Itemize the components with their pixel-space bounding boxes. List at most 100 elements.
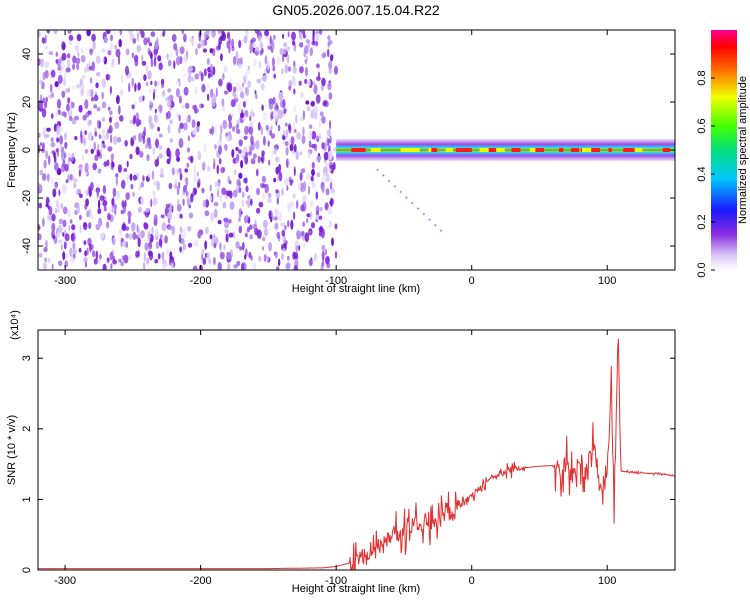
noise-speck — [179, 46, 185, 55]
noise-speck — [228, 232, 234, 238]
noise-speck — [274, 208, 279, 217]
noise-speck — [67, 30, 72, 34]
noise-speck — [207, 73, 211, 79]
noise-speck — [95, 82, 99, 89]
noise-speck — [301, 185, 305, 193]
noise-speck — [191, 38, 194, 47]
noise-speck — [308, 140, 312, 148]
noise-speck — [115, 173, 119, 178]
noise-speck — [284, 64, 289, 74]
noise-speck — [106, 73, 109, 81]
x-tick-label: -100 — [325, 575, 347, 587]
colorbar: 0.0 0.2 0.4 0.6 0.8 Normalized spectral ampl… — [696, 30, 749, 278]
noise-speck — [252, 153, 257, 159]
noise-speck — [106, 257, 110, 262]
noise-speck — [272, 34, 276, 41]
noise-speck — [93, 258, 98, 265]
noise-speck — [282, 98, 286, 109]
noise-speck — [254, 30, 259, 35]
noise-speck — [223, 244, 226, 251]
noise-speck — [99, 195, 105, 201]
noise-speck — [321, 77, 326, 87]
noise-speck — [112, 187, 117, 198]
noise-speck — [169, 138, 173, 143]
noise-speck — [213, 208, 218, 219]
noise-speck — [102, 263, 107, 270]
noise-speck — [91, 61, 96, 72]
signal-core — [431, 148, 438, 152]
noise-speck — [310, 175, 314, 182]
noise-speck — [302, 110, 306, 120]
noise-speck — [97, 150, 101, 157]
noise-speck — [83, 222, 87, 227]
noise-speck — [238, 208, 242, 218]
noise-speck — [55, 111, 59, 117]
noise-speck — [65, 88, 68, 94]
noise-speck — [136, 44, 141, 53]
noise-speck — [91, 33, 96, 42]
noise-speck — [255, 139, 260, 150]
noise-speck — [125, 192, 130, 201]
colorbar-ticks: 0.0 0.2 0.4 0.6 0.8 — [696, 70, 715, 278]
noise-speck — [213, 242, 217, 249]
noise-speck — [79, 193, 83, 198]
noise-speck — [293, 88, 296, 95]
noise-speck — [235, 50, 239, 60]
noise-speck — [307, 150, 312, 159]
noise-speck — [168, 182, 173, 190]
noise-speck — [287, 31, 290, 38]
noise-speck — [236, 178, 241, 187]
noise-speck — [199, 103, 201, 110]
noise-speck — [245, 151, 249, 158]
noise-speck — [53, 30, 58, 35]
noise-speck — [58, 260, 63, 267]
noise-speck — [51, 263, 54, 270]
noise-speck — [118, 105, 121, 115]
noise-speck — [205, 30, 210, 38]
noise-speck — [93, 141, 96, 151]
noise-speck — [292, 121, 295, 132]
noise-speck — [39, 202, 42, 209]
noise-speck — [254, 93, 258, 100]
noise-speck — [276, 231, 281, 239]
noise-speck — [159, 173, 165, 178]
noise-speck — [176, 199, 180, 205]
noise-speck — [250, 158, 256, 165]
noise-speck — [130, 183, 134, 190]
noise-speck — [236, 128, 241, 135]
noise-speck — [84, 149, 89, 154]
noise-speck — [63, 151, 67, 159]
noise-speck — [285, 262, 291, 270]
noise-speck — [144, 242, 149, 251]
signal-core — [411, 148, 420, 152]
noise-speck — [238, 87, 244, 93]
noise-speck — [97, 208, 102, 215]
noise-speck — [62, 251, 66, 261]
noise-speck — [326, 48, 330, 58]
noise-speck — [250, 113, 253, 118]
noise-speck — [64, 132, 67, 141]
noise-speck — [123, 254, 129, 264]
noise-speck — [213, 257, 216, 265]
noise-speck — [78, 104, 83, 113]
noise-speck — [235, 158, 239, 164]
noise-speck — [152, 196, 157, 207]
noise-speck — [330, 54, 334, 62]
noise-speck — [275, 266, 280, 270]
noise-speck — [296, 131, 302, 140]
noise-speck — [238, 187, 242, 193]
noise-speck — [328, 161, 333, 169]
noise-speck — [91, 135, 94, 141]
noise-speck — [88, 110, 93, 116]
noise-speck — [160, 168, 164, 175]
noise-speck — [52, 188, 57, 198]
noise-speck — [141, 54, 144, 63]
noise-speck — [257, 122, 261, 131]
noise-speck — [67, 209, 71, 217]
noise-speck — [201, 83, 206, 93]
noise-speck — [311, 168, 315, 177]
noise-speck — [213, 158, 216, 168]
noise-speck — [268, 210, 273, 220]
noise-speck — [131, 77, 135, 87]
noise-speck — [216, 182, 221, 192]
